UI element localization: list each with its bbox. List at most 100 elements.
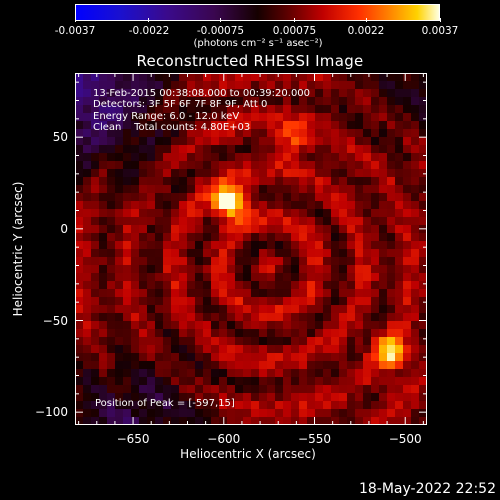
heatmap-cell: [395, 209, 404, 218]
heatmap-cell: [171, 289, 180, 298]
heatmap-cell: [147, 353, 156, 362]
heatmap-cell: [203, 377, 212, 386]
heatmap-cell: [355, 289, 364, 298]
heatmap-cell: [155, 185, 164, 194]
heatmap-cell: [387, 217, 396, 226]
heatmap-cell: [99, 185, 108, 194]
heatmap-cell: [227, 169, 236, 178]
heatmap-cell: [139, 113, 148, 122]
heatmap-cell: [355, 305, 364, 314]
heatmap-cell: [395, 313, 404, 322]
heatmap-cell: [163, 337, 172, 346]
heatmap-cell: [251, 417, 260, 425]
heatmap-cell: [387, 337, 396, 346]
heatmap-cell: [83, 185, 92, 194]
heatmap-cell: [283, 169, 292, 178]
heatmap-cell: [315, 281, 324, 290]
heatmap-cell: [131, 185, 140, 194]
heatmap-cell: [211, 121, 220, 130]
heatmap-cell: [331, 377, 340, 386]
heatmap-cell: [131, 193, 140, 202]
heatmap-cell: [187, 297, 196, 306]
heatmap-cell: [235, 265, 244, 274]
heatmap-cell: [227, 377, 236, 386]
heatmap-cell: [339, 193, 348, 202]
heatmap-cell: [315, 105, 324, 114]
heatmap-cell: [155, 345, 164, 354]
heatmap-cell: [243, 129, 252, 138]
heatmap-cell: [107, 353, 116, 362]
heatmap-cell: [139, 145, 148, 154]
heatmap-cell: [403, 121, 412, 130]
heatmap-cell: [187, 209, 196, 218]
heatmap-cell: [363, 361, 372, 370]
heatmap-cell: [75, 417, 84, 425]
heatmap-cell: [83, 257, 92, 266]
heatmap-cell: [283, 153, 292, 162]
heatmap-cell: [179, 73, 188, 82]
heatmap-cell: [411, 249, 420, 258]
heatmap-cell: [283, 209, 292, 218]
heatmap-cell: [307, 121, 316, 130]
axis-ticks: [75, 73, 427, 425]
heatmap-cell: [355, 337, 364, 346]
heatmap-cell: [275, 353, 284, 362]
heatmap-cell: [227, 105, 236, 114]
heatmap-cell: [291, 169, 300, 178]
heatmap-cell: [331, 329, 340, 338]
heatmap-cell: [163, 217, 172, 226]
heatmap-cell: [83, 377, 92, 386]
heatmap-cell: [139, 321, 148, 330]
heatmap-cell: [331, 121, 340, 130]
heatmap-cell: [411, 209, 420, 218]
heatmap-cell: [347, 89, 356, 98]
heatmap-cell: [235, 249, 244, 258]
heatmap-cell: [259, 209, 268, 218]
heatmap-cell: [347, 393, 356, 402]
heatmap-cell: [403, 417, 412, 425]
heatmap-cell: [411, 97, 420, 106]
heatmap-cell: [99, 145, 108, 154]
heatmap-cell: [187, 385, 196, 394]
heatmap-cell: [411, 289, 420, 298]
heatmap-cell: [419, 249, 427, 258]
heatmap-cell: [179, 113, 188, 122]
heatmap-cell: [267, 209, 276, 218]
heatmap-cell: [339, 273, 348, 282]
heatmap-cell: [195, 249, 204, 258]
heatmap-cell: [267, 313, 276, 322]
heatmap-cell: [235, 273, 244, 282]
heatmap-cell: [411, 329, 420, 338]
heatmap-cell: [371, 201, 380, 210]
heatmap-cell: [123, 265, 132, 274]
heatmap-cell: [243, 233, 252, 242]
heatmap-cell: [339, 377, 348, 386]
heatmap-cell: [339, 169, 348, 178]
heatmap-cell: [163, 73, 172, 82]
heatmap-cell: [379, 97, 388, 106]
heatmap-cell: [187, 289, 196, 298]
heatmap-cell: [227, 177, 236, 186]
heatmap-cell: [291, 257, 300, 266]
heatmap-cell: [227, 305, 236, 314]
heatmap-cell: [419, 409, 427, 418]
heatmap-cell: [187, 161, 196, 170]
heatmap-cell: [259, 89, 268, 98]
heatmap-cell: [123, 121, 132, 130]
heatmap-cell: [171, 161, 180, 170]
heatmap-cell: [163, 113, 172, 122]
heatmap-cell: [75, 321, 84, 330]
heatmap-cell: [299, 345, 308, 354]
heatmap-cell: [107, 73, 116, 82]
heatmap-cell: [275, 209, 284, 218]
heatmap-cell: [283, 81, 292, 90]
heatmap-cell: [315, 233, 324, 242]
heatmap-cell: [75, 337, 84, 346]
heatmap-cell: [115, 385, 124, 394]
heatmap-cell: [211, 249, 220, 258]
heatmap-cell: [115, 249, 124, 258]
heatmap-cell: [99, 121, 108, 130]
heatmap-cell: [379, 73, 388, 82]
heatmap-cell: [275, 233, 284, 242]
heatmap-cell: [219, 305, 228, 314]
